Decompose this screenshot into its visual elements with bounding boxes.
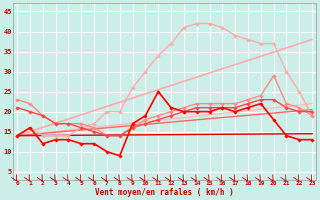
X-axis label: Vent moyen/en rafales ( km/h ): Vent moyen/en rafales ( km/h )	[95, 188, 234, 197]
